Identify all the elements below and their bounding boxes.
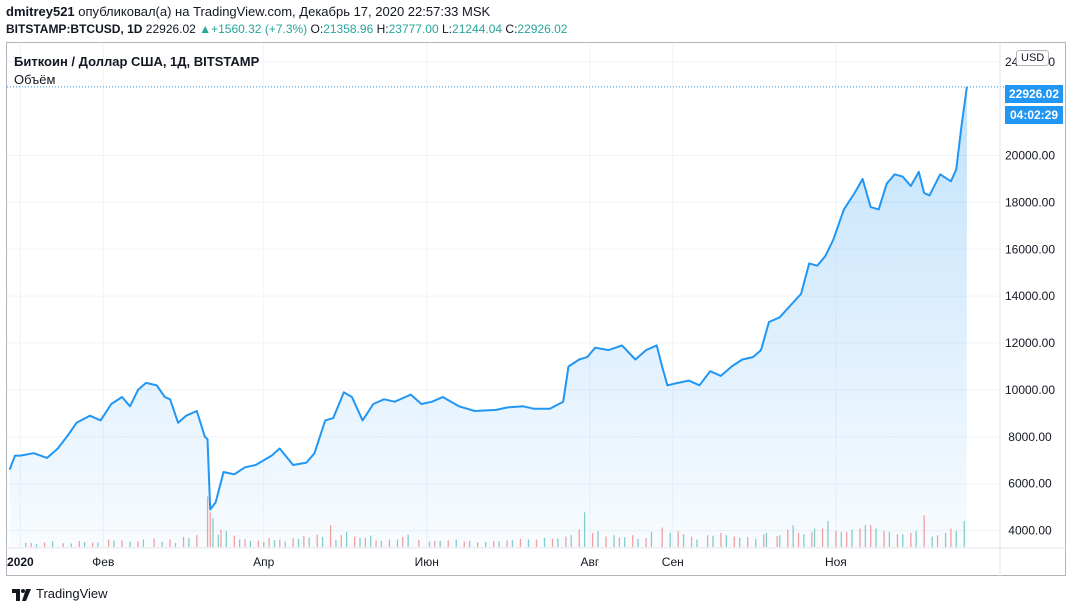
open-label: O:: [310, 22, 324, 36]
y-tick-label: 4000.00: [1008, 524, 1052, 538]
x-tick-label: Июн: [415, 555, 439, 569]
x-tick-label: Авг: [581, 555, 600, 569]
y-tick-label: 16000.00: [1005, 242, 1055, 256]
high-label: H:: [376, 22, 389, 36]
footer-brand[interactable]: TradingView: [12, 586, 108, 601]
x-tick-label: Апр: [253, 555, 275, 569]
symbol-label: BITSTAMP:BTCUSD, 1D: [6, 22, 143, 36]
tradingview-logo-icon: [12, 588, 31, 601]
x-tick-label: Ноя: [825, 555, 847, 569]
y-tick-label: 8000.00: [1008, 430, 1052, 444]
x-tick-label: Сен: [662, 555, 684, 569]
last-price: 22926.02: [145, 22, 196, 36]
last-price-tag: 22926.02 04:02:29: [1005, 85, 1063, 124]
currency-button[interactable]: USD: [1016, 50, 1050, 66]
y-tick-label: 6000.00: [1008, 477, 1052, 491]
chart-frame[interactable]: [6, 42, 1066, 576]
x-tick-label: 2020: [7, 555, 34, 569]
countdown-timer-label: 04:02:29: [1010, 108, 1058, 122]
volume-legend: Объём: [14, 72, 56, 87]
change-arrow-icon: ▲: [199, 22, 212, 36]
high-value: 23777.00: [388, 22, 439, 36]
x-tick-label: Фев: [92, 555, 114, 569]
close-label: C:: [505, 22, 518, 36]
y-tick-label: 18000.00: [1005, 195, 1055, 209]
price-line: [8, 86, 968, 511]
open-value: 21358.96: [323, 22, 374, 36]
tradingview-brand-label: TradingView: [36, 586, 108, 601]
y-tick-label: 12000.00: [1005, 336, 1055, 350]
y-tick-label: 20000.00: [1005, 149, 1055, 163]
publish-info: dmitrey521 опубликовал(а) на TradingView…: [6, 4, 490, 19]
y-tick-label: 14000.00: [1005, 289, 1055, 303]
low-value: 21244.04: [452, 22, 503, 36]
ohlc-header: BITSTAMP:BTCUSD, 1D 22926.02 ▲+1560.32 (…: [6, 22, 567, 36]
author-name[interactable]: dmitrey521: [6, 4, 75, 19]
low-label: L:: [442, 22, 453, 36]
publish-text: опубликовал(а) на TradingView.com, Декаб…: [78, 4, 491, 19]
chart-title: Биткоин / Доллар США, 1Д, BITSTAMP: [14, 54, 260, 69]
price-area-fill: [9, 86, 967, 548]
change-value: +1560.32 (+7.3%): [211, 22, 308, 36]
last-price-tag-label: 22926.02: [1009, 87, 1059, 101]
close-value: 22926.02: [517, 22, 568, 36]
y-tick-label: 10000.00: [1005, 383, 1055, 397]
